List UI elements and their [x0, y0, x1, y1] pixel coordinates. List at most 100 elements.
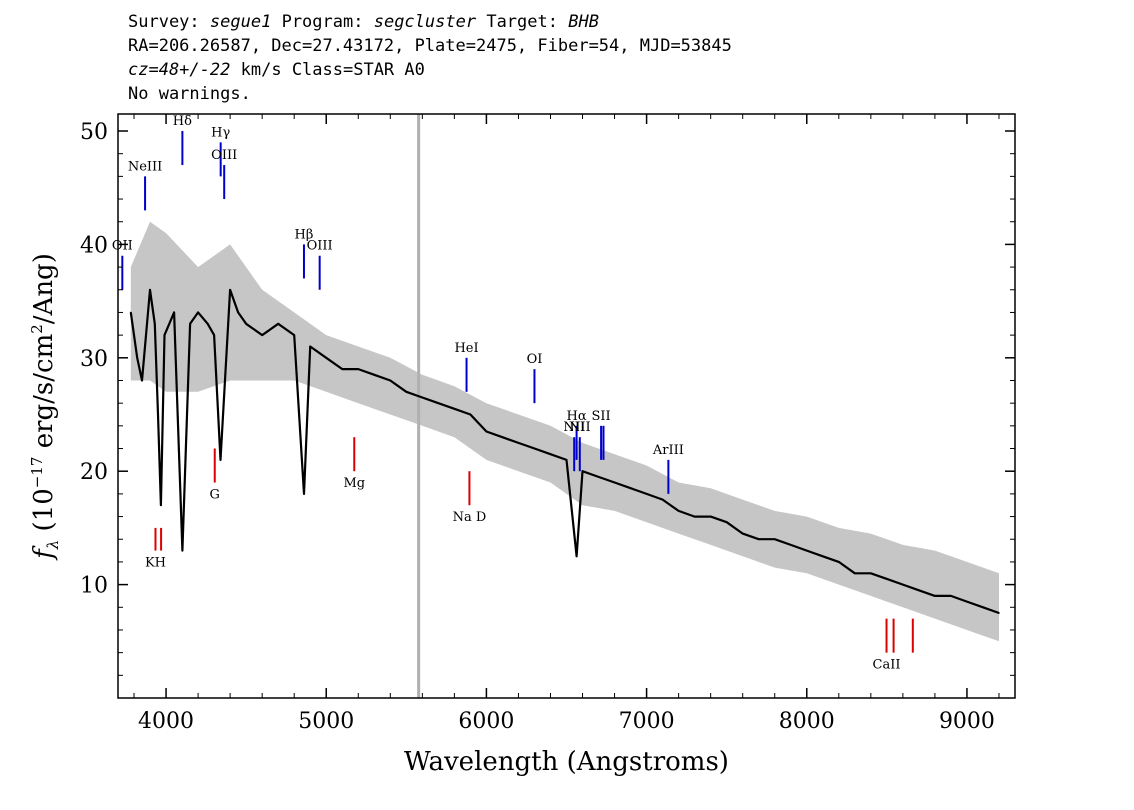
flux-point: [870, 572, 872, 575]
y-axis-unit-close: /Ang): [29, 253, 59, 324]
spectrum-header: Survey: segue1 Program: segcluster Targe…: [128, 10, 732, 106]
flux-point: [517, 442, 520, 444]
flux-point: [757, 538, 760, 540]
flux-point: [613, 481, 616, 484]
target-label: Target:: [486, 12, 558, 32]
y-tick-label: 50: [80, 120, 108, 145]
line-label-neiii: NeIII: [128, 159, 162, 174]
survey-value: segue1: [209, 12, 272, 32]
flux-point: [773, 538, 776, 540]
header-line-2: RA=206.26587, Dec=27.43172, Plate=2475, …: [128, 36, 732, 56]
flux-point: [293, 334, 296, 336]
flux-point: [277, 323, 280, 325]
y-axis-subscript: λ: [44, 540, 62, 551]
flux-point: [934, 595, 936, 597]
x-tick-label: 5000: [298, 709, 354, 734]
y-axis-exponent-2: 2: [28, 324, 46, 334]
flux-point: [790, 544, 792, 546]
flux-layer: [129, 288, 1000, 615]
flux-point: [886, 578, 888, 580]
x-tick-label: 7000: [619, 709, 675, 734]
line-label-ariii: ArIII: [652, 443, 684, 458]
flux-point: [469, 413, 472, 416]
tick-layer: 4000 5000 6000 7000 8000 9000 10 20 30 40 50: [80, 114, 1015, 734]
y-axis-unit-mid: erg/s/cm: [29, 334, 59, 457]
line-label-oiii: OIII: [211, 148, 237, 163]
flux-point: [309, 345, 312, 348]
line-label-oiii: OIII: [307, 239, 333, 254]
x-tick-label: 9000: [939, 709, 995, 734]
flux-point: [181, 549, 184, 552]
line-label-h-: Hβ: [295, 227, 314, 242]
flux-point: [902, 583, 904, 586]
header-line-1: Survey: segue1 Program: segcluster Targe…: [128, 10, 732, 34]
flux-point: [982, 606, 984, 609]
flux-point: [565, 459, 568, 461]
flux-point: [389, 379, 392, 382]
program-label: Program:: [281, 12, 364, 32]
y-tick-label: 30: [80, 347, 108, 372]
line-label-nii: NII: [563, 420, 585, 435]
y-tick-label: 10: [80, 574, 108, 599]
x-tick-label: 8000: [779, 709, 835, 734]
flux-point: [822, 555, 824, 558]
flux-point: [501, 436, 504, 439]
flux-point: [229, 289, 231, 291]
flux-point: [357, 368, 360, 370]
flux-point: [213, 334, 215, 336]
flux-point: [163, 334, 166, 336]
flux-point: [197, 311, 199, 314]
line-label-nii: NII: [569, 420, 591, 435]
flux-point: [261, 334, 264, 336]
flux-point: [661, 498, 664, 501]
flux-point: [325, 357, 328, 359]
flux-point: [173, 311, 175, 314]
flux-point: [245, 323, 247, 325]
flux-point: [677, 510, 680, 512]
plot-frame: [117, 113, 1016, 699]
flux-point: [854, 572, 856, 575]
line-label-g: G: [210, 488, 220, 503]
survey-label: Survey:: [128, 12, 200, 32]
flux-point: [160, 504, 162, 507]
flux-point: [966, 600, 968, 603]
flux-point: [130, 311, 132, 314]
flux-point: [629, 487, 632, 490]
line-label-mg: Mg: [343, 476, 365, 491]
flux-point: [437, 402, 440, 405]
flux-point: [597, 476, 600, 478]
flux-point: [725, 521, 728, 523]
flux-point: [141, 379, 143, 382]
line-label-oi: OI: [527, 352, 543, 367]
y-axis-unit-open: (10: [29, 488, 59, 540]
flux-point: [485, 430, 488, 433]
flux-point: [341, 368, 344, 370]
flux-point: [219, 459, 222, 461]
x-tick-label: 6000: [458, 709, 514, 734]
flux-point: [693, 515, 696, 518]
y-axis-exponent: −17: [28, 457, 46, 489]
flux-point: [575, 555, 578, 558]
flux-point: [950, 595, 952, 597]
header-line-4: No warnings.: [128, 84, 251, 104]
flux-point: [149, 289, 151, 291]
header-line-3: cz=48+/-22 km/s Class=STAR A0: [128, 58, 732, 82]
flux-point: [998, 612, 1000, 614]
y-tick-label: 40: [80, 233, 108, 258]
flux-point: [838, 561, 840, 563]
line-label-kh: KH: [145, 556, 166, 571]
flux-point: [237, 311, 239, 314]
line-label-na-d: Na D: [453, 510, 487, 525]
line-label-caii: CaII: [873, 658, 901, 673]
line-label-h-: Hα: [567, 409, 587, 424]
flux-point: [549, 453, 552, 456]
flux-point: [806, 549, 808, 552]
flux-point: [918, 589, 920, 592]
flux-point: [533, 447, 536, 450]
flux-point: [157, 413, 159, 416]
flux-point: [189, 323, 191, 325]
flux-point: [154, 323, 156, 325]
line-label-sii: SII: [592, 409, 611, 424]
line-marker-layer: OIINeIIIHδHγOIIIHβOIIIHeIOINIIHαNIISIIAr…: [112, 114, 914, 673]
